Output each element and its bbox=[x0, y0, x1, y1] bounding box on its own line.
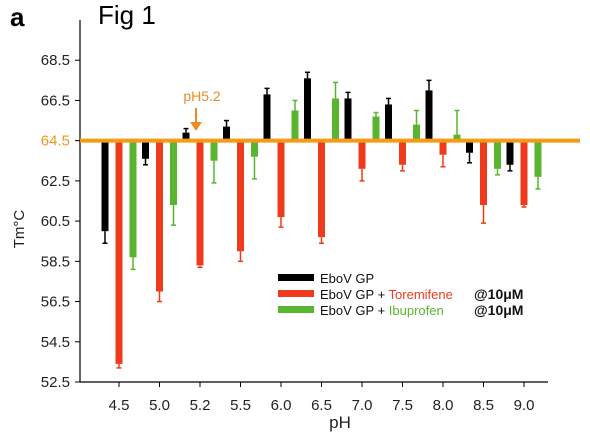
x-axis-label: pH bbox=[329, 413, 351, 432]
y-tick-label: 66.5 bbox=[41, 92, 70, 109]
x-tick-label: 6.0 bbox=[271, 397, 292, 414]
panel-letter: a bbox=[10, 2, 25, 32]
x-tick-label: 8.0 bbox=[433, 397, 454, 414]
bar-2-4 bbox=[291, 110, 299, 141]
legend-label-1: EboV GP + Toremifene bbox=[320, 287, 453, 302]
x-tick-label: 4.5 bbox=[109, 397, 130, 414]
legend-dose-2: @10μM bbox=[474, 302, 523, 318]
bar-1-8 bbox=[439, 140, 447, 155]
y-tick-label: 54.5 bbox=[41, 334, 70, 351]
bars-layer bbox=[101, 71, 542, 369]
y-tick-label: 52.5 bbox=[41, 374, 70, 391]
bar-0-5 bbox=[304, 78, 311, 141]
bar-1-6 bbox=[358, 140, 366, 169]
bar-1-4 bbox=[277, 140, 285, 218]
annotation-label: pH5.2 bbox=[183, 88, 221, 104]
x-tick-label: 5.2 bbox=[190, 397, 211, 414]
legend-swatch-2 bbox=[278, 306, 314, 313]
bar-0-4 bbox=[263, 94, 271, 141]
legend-dose-1: @10μM bbox=[474, 286, 523, 302]
x-tick-label: 8.5 bbox=[473, 397, 494, 414]
bar-0-2 bbox=[182, 132, 190, 141]
annotation-arrow-head bbox=[190, 122, 202, 131]
y-tick-label: 58.5 bbox=[41, 253, 70, 270]
bar-2-1 bbox=[170, 140, 177, 206]
bar-1-1 bbox=[156, 140, 163, 292]
x-tick-label: 6.5 bbox=[311, 397, 332, 414]
bar-1-7 bbox=[399, 140, 406, 165]
y-axis-label: Tm°C bbox=[11, 210, 28, 249]
axes-layer: 68.5 66.5 64.5 62.5 60.5 58.5 56.5 54.5 52.5 Tm°C… bbox=[11, 20, 580, 432]
bar-0-1 bbox=[142, 140, 149, 159]
bar-2-0 bbox=[129, 140, 137, 258]
annotation-layer: pH5.2 bbox=[183, 88, 221, 131]
x-tick-label: 5.0 bbox=[149, 397, 170, 414]
figure-title: Fig 1 bbox=[98, 0, 156, 30]
bar-0-0 bbox=[101, 140, 109, 232]
bar-0-9 bbox=[466, 140, 473, 153]
bar-2-5 bbox=[332, 98, 339, 141]
y-tick-label: 68.5 bbox=[41, 52, 70, 69]
y-tick-label: 62.5 bbox=[41, 173, 70, 190]
x-tick-label: 9.0 bbox=[514, 397, 535, 414]
bar-1-0 bbox=[115, 140, 123, 364]
bar-1-3 bbox=[237, 140, 244, 252]
bar-0-6 bbox=[344, 98, 352, 141]
bar-0-7 bbox=[385, 104, 392, 141]
legend-swatch-1 bbox=[278, 290, 314, 297]
bar-1-5 bbox=[318, 140, 325, 238]
bar-1-9 bbox=[480, 140, 487, 206]
x-tick-label: 5.5 bbox=[230, 397, 251, 414]
bar-0-10 bbox=[506, 140, 514, 165]
x-tick-label: 7.5 bbox=[392, 397, 413, 414]
legend-label-2: EboV GP + Ibuprofen bbox=[320, 303, 444, 318]
y-tick-label: 60.5 bbox=[41, 213, 70, 230]
bar-2-6 bbox=[372, 116, 380, 141]
bar-2-10 bbox=[534, 140, 542, 177]
x-tick-label: 7.0 bbox=[352, 397, 373, 414]
bar-0-3 bbox=[223, 126, 230, 141]
legend-swatch-0 bbox=[278, 274, 314, 281]
bar-2-8 bbox=[453, 134, 461, 141]
bar-2-2 bbox=[210, 140, 218, 161]
legend-label-0: EboV GP bbox=[320, 271, 374, 286]
bar-2-7 bbox=[413, 124, 420, 141]
bar-2-3 bbox=[251, 140, 258, 157]
y-tick-label: 56.5 bbox=[41, 294, 70, 311]
y-tick-label: 64.5 bbox=[41, 133, 70, 150]
bar-1-2 bbox=[196, 140, 204, 266]
bar-2-9 bbox=[494, 140, 501, 169]
bar-0-8 bbox=[425, 90, 433, 141]
bar-1-10 bbox=[520, 140, 528, 206]
